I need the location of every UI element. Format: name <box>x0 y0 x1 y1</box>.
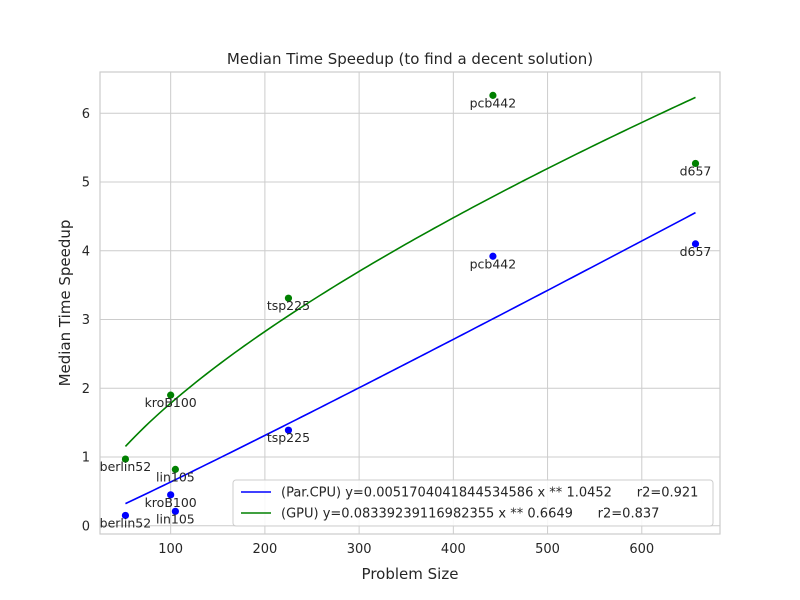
plot-frame <box>99 71 721 535</box>
y-tick-label-6: 6 <box>82 107 90 122</box>
data-points <box>121 91 700 520</box>
y-tick-label-0: 0 <box>82 519 90 534</box>
grid-lines <box>100 72 720 534</box>
y-tick-label-2: 2 <box>82 382 90 397</box>
y-axis-title: Median Time Speedup <box>56 220 74 387</box>
y-tick-label-5: 5 <box>82 176 90 191</box>
legend-box <box>232 479 714 527</box>
point-label-par-cpu-pcb442: pcb442 <box>470 256 517 271</box>
x-tick-label-300: 300 <box>347 542 372 557</box>
point-par-cpu-d657 <box>691 240 700 248</box>
point-gpu-lin105 <box>171 465 179 473</box>
x-tick-label-100: 100 <box>158 542 183 557</box>
fit-curves <box>124 96 696 505</box>
point-label-par-cpu-lin105: lin105 <box>156 511 195 526</box>
point-label-par-cpu-krob100: kroB100 <box>145 495 197 510</box>
plot-area <box>100 72 720 534</box>
legend-entry-gpu: (GPU) y=0.08339239116982355 x ** 0.6649 … <box>281 507 659 522</box>
point-gpu-pcb442 <box>489 91 497 99</box>
y-tick-label-1: 1 <box>82 451 90 466</box>
x-tick-label-400: 400 <box>441 542 466 557</box>
point-gpu-d657 <box>691 159 700 168</box>
x-tick-label-600: 600 <box>629 542 654 557</box>
chart-title: Median Time Speedup (to find a decent so… <box>227 50 593 68</box>
point-par-cpu-krob100 <box>167 491 175 499</box>
point-par-cpu-pcb442 <box>489 252 497 260</box>
point-gpu-berlin52 <box>121 455 130 463</box>
point-label-gpu-lin105: lin105 <box>156 469 195 484</box>
point-par-cpu-berlin52 <box>121 511 130 520</box>
point-label-par-cpu-berlin52: berlin52 <box>100 515 152 530</box>
point-label-gpu-pcb442: pcb442 <box>470 95 517 110</box>
point-label-gpu-berlin52: berlin52 <box>100 459 152 474</box>
fit-curve-par-cpu <box>125 211 696 505</box>
point-label-gpu-d657: d657 <box>680 163 712 178</box>
x-axis-title: Problem Size <box>362 565 459 583</box>
point-label-par-cpu-d657: d657 <box>680 244 712 259</box>
point-par-cpu-lin105 <box>171 507 179 515</box>
x-tick-label-500: 500 <box>535 542 560 557</box>
y-tick-label-4: 4 <box>82 244 90 259</box>
y-tick-label-3: 3 <box>82 313 90 328</box>
point-label-gpu-krob100: kroB100 <box>145 395 197 410</box>
tick-labels: 100 200 300 400 500 600 0 1 2 3 4 5 6 <box>82 107 654 557</box>
legend: (Par.CPU) y=0.0051704041844534586 x ** 1… <box>232 479 714 527</box>
point-par-cpu-tsp225 <box>284 426 293 434</box>
point-gpu-krob100 <box>167 391 175 399</box>
point-labels: berlin52kroB100lin105tsp225pcb442d657ber… <box>100 95 712 530</box>
point-label-par-cpu-tsp225: tsp225 <box>267 430 310 445</box>
x-tick-label-200: 200 <box>252 542 277 557</box>
legend-entry-par-cpu: (Par.CPU) y=0.0051704041844534586 x ** 1… <box>281 486 698 501</box>
point-gpu-tsp225 <box>284 294 293 302</box>
fit-curve-gpu <box>124 96 696 447</box>
point-label-gpu-tsp225: tsp225 <box>267 298 310 313</box>
